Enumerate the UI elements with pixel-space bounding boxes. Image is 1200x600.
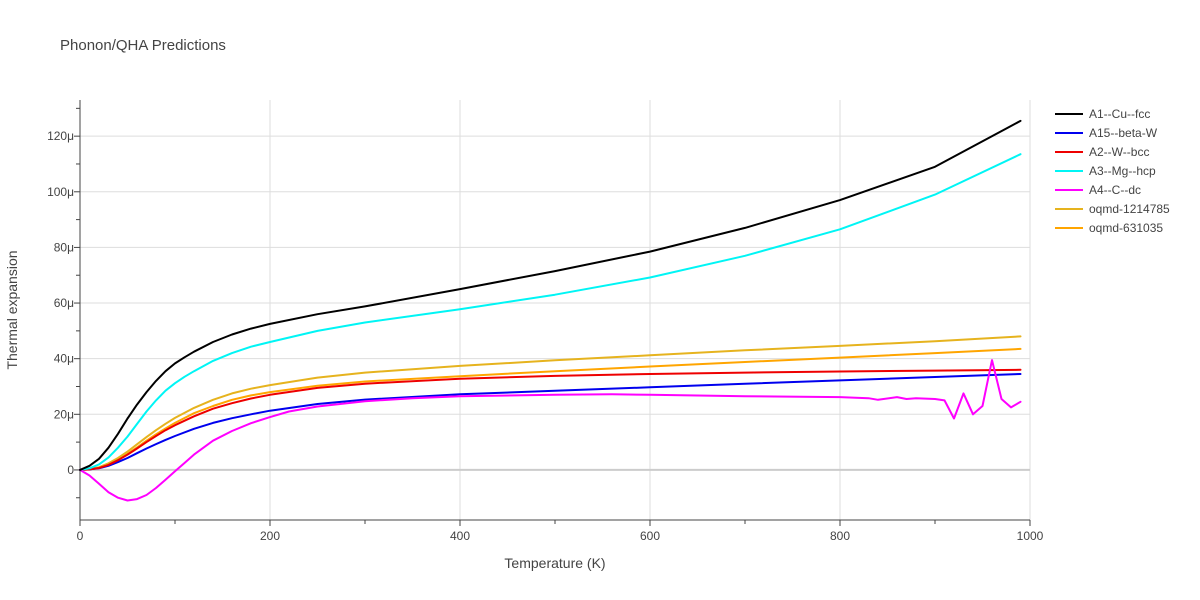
- legend-item[interactable]: A4--C--dc: [1055, 183, 1141, 197]
- y-tick-label: 0: [67, 463, 74, 477]
- y-tick-label: 100μ: [47, 185, 74, 199]
- legend[interactable]: A1--Cu--fcc A15--beta-W A2--W--bcc A3--Mg--…: [1055, 107, 1170, 235]
- legend-label: oqmd-631035: [1089, 221, 1163, 235]
- series-line-oqmd-631035[interactable]: [79, 347, 1022, 471]
- series-line-a1-cu-fcc[interactable]: [79, 119, 1022, 471]
- legend-item[interactable]: A1--Cu--fcc: [1055, 107, 1150, 121]
- legend-label: oqmd-1214785: [1089, 202, 1170, 216]
- legend-label: A2--W--bcc: [1089, 145, 1149, 159]
- legend-label: A1--Cu--fcc: [1089, 107, 1150, 121]
- y-tick-label: 120μ: [47, 129, 74, 143]
- series-line-a3-mg-hcp[interactable]: [79, 153, 1022, 471]
- chart-title: Phonon/QHA Predictions: [60, 37, 226, 54]
- grid: [80, 100, 1031, 520]
- x-tick-label: 600: [640, 529, 660, 543]
- y-tick-label: 20μ: [54, 407, 74, 421]
- x-tick-label: 1000: [1017, 529, 1044, 543]
- y-axis-title: Thermal expansion: [4, 250, 20, 369]
- x-tick-label: 400: [450, 529, 470, 543]
- legend-label: A15--beta-W: [1089, 126, 1158, 140]
- x-tick-label: 800: [830, 529, 850, 543]
- legend-item[interactable]: A3--Mg--hcp: [1055, 164, 1156, 178]
- legend-item[interactable]: oqmd-1214785: [1055, 202, 1170, 216]
- plot-area: [79, 119, 1022, 502]
- y-tick-label: 60μ: [54, 296, 74, 310]
- legend-item[interactable]: A15--beta-W: [1055, 126, 1158, 140]
- legend-label: A4--C--dc: [1089, 183, 1141, 197]
- series-line-a4-c-dc[interactable]: [79, 359, 1022, 502]
- x-tick-label: 0: [77, 529, 84, 543]
- axes: 0 200 400 600 800 1000 0 20μ 40μ 60μ 80μ 100μ 120μ: [47, 100, 1044, 543]
- y-tick-label: 80μ: [54, 240, 74, 254]
- series-line-a2-w-bcc[interactable]: [79, 368, 1022, 471]
- series-line-a15-beta-w[interactable]: [79, 373, 1022, 471]
- x-axis-title: Temperature (K): [504, 555, 605, 571]
- legend-label: A3--Mg--hcp: [1089, 164, 1156, 178]
- legend-item[interactable]: oqmd-631035: [1055, 221, 1163, 235]
- y-tick-label: 40μ: [54, 352, 74, 366]
- x-tick-label: 200: [260, 529, 280, 543]
- legend-item[interactable]: A2--W--bcc: [1055, 145, 1149, 159]
- series-line-oqmd-1214785[interactable]: [79, 335, 1022, 471]
